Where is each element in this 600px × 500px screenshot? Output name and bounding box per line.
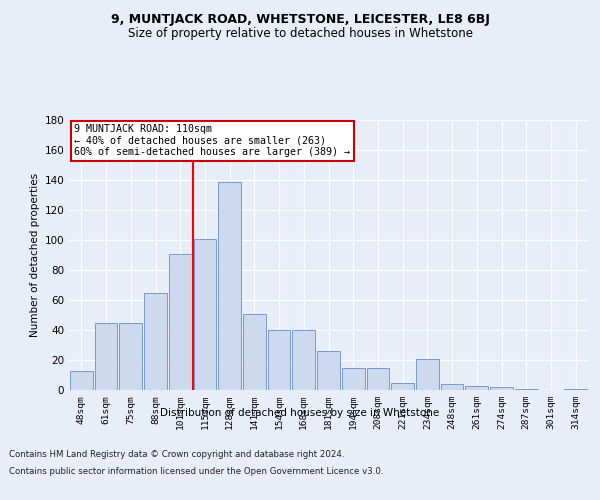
Bar: [317, 351, 340, 390]
Bar: [194, 238, 216, 390]
Bar: [564, 388, 587, 390]
Bar: [416, 358, 439, 390]
Bar: [95, 322, 118, 390]
Text: 9, MUNTJACK ROAD, WHETSTONE, LEICESTER, LE8 6BJ: 9, MUNTJACK ROAD, WHETSTONE, LEICESTER, …: [110, 12, 490, 26]
Bar: [490, 387, 513, 390]
Bar: [292, 330, 315, 390]
Bar: [144, 292, 167, 390]
Bar: [466, 386, 488, 390]
Y-axis label: Number of detached properties: Number of detached properties: [30, 173, 40, 337]
Text: Contains public sector information licensed under the Open Government Licence v3: Contains public sector information licen…: [9, 468, 383, 476]
Bar: [70, 370, 93, 390]
Bar: [268, 330, 290, 390]
Bar: [169, 254, 191, 390]
Text: 9 MUNTJACK ROAD: 110sqm
← 40% of detached houses are smaller (263)
60% of semi-d: 9 MUNTJACK ROAD: 110sqm ← 40% of detache…: [74, 124, 350, 157]
Bar: [391, 382, 414, 390]
Text: Contains HM Land Registry data © Crown copyright and database right 2024.: Contains HM Land Registry data © Crown c…: [9, 450, 344, 459]
Text: Distribution of detached houses by size in Whetstone: Distribution of detached houses by size …: [160, 408, 440, 418]
Bar: [119, 322, 142, 390]
Bar: [367, 368, 389, 390]
Text: Size of property relative to detached houses in Whetstone: Size of property relative to detached ho…: [128, 28, 473, 40]
Bar: [441, 384, 463, 390]
Bar: [243, 314, 266, 390]
Bar: [515, 388, 538, 390]
Bar: [218, 182, 241, 390]
Bar: [342, 368, 365, 390]
